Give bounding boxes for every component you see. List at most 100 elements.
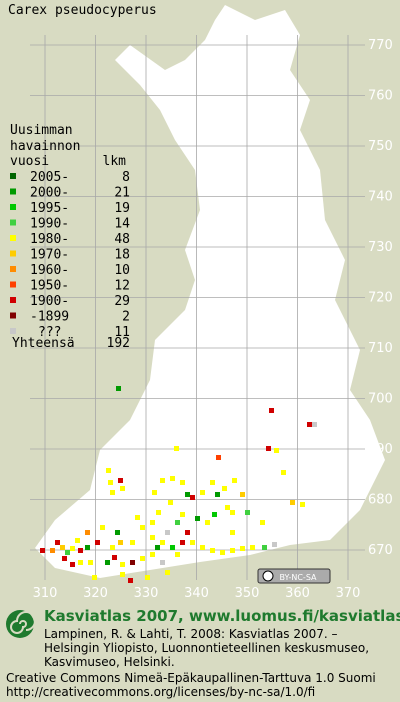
legend-label: 1960- [30, 263, 69, 278]
x-grid-label: 340 [184, 586, 209, 601]
observation-square [174, 446, 179, 451]
observation-square [50, 548, 55, 553]
observation-square [195, 516, 200, 521]
observation-square [175, 552, 180, 557]
observation-square [78, 548, 83, 553]
observation-square [92, 575, 97, 580]
observation-square [180, 540, 185, 545]
observation-square [95, 540, 100, 545]
observation-square [180, 480, 185, 485]
observation-square [55, 540, 60, 545]
observation-square [62, 556, 67, 561]
observation-square [85, 545, 90, 550]
x-grid-label: 360 [285, 586, 310, 601]
y-grid-label: 720 [368, 291, 393, 306]
observation-square [120, 572, 125, 577]
observation-square [40, 548, 45, 553]
observation-square [205, 520, 210, 525]
observation-square [128, 578, 133, 583]
observation-square [274, 448, 279, 453]
observations [40, 386, 317, 583]
observation-square [160, 478, 165, 483]
observation-square [108, 480, 113, 485]
legend-label: 1980- [30, 232, 69, 247]
map-title: Carex pseudocyperus [8, 3, 157, 18]
observation-square [220, 550, 225, 555]
legend-count-heading: lkm [103, 154, 127, 169]
legend-label: 1950- [30, 279, 69, 294]
observation-square [145, 575, 150, 580]
y-grid-label: 700 [368, 392, 393, 407]
observation-square [230, 510, 235, 515]
legend-label: 1995- [30, 201, 69, 216]
observation-square [240, 492, 245, 497]
legend-count: 8 [122, 170, 130, 185]
observation-square [110, 490, 115, 495]
legend-heading: havainnon [10, 139, 80, 154]
observation-square [152, 490, 157, 495]
observation-square [165, 530, 170, 535]
observation-square [170, 545, 175, 550]
y-grid-label: 760 [368, 89, 393, 104]
observation-square [70, 562, 75, 567]
observation-square [216, 455, 221, 460]
observation-square [118, 540, 123, 545]
observation-square [130, 540, 135, 545]
legend-swatch [10, 173, 16, 179]
y-grid-label: 670 [368, 543, 393, 558]
observation-square [185, 530, 190, 535]
observation-square [150, 552, 155, 557]
observation-square [222, 486, 227, 491]
license-badge: BY-NC-SA [257, 568, 331, 584]
observation-square [105, 560, 110, 565]
observation-square [75, 538, 80, 543]
observation-square [185, 492, 190, 497]
observation-square [135, 515, 140, 520]
observation-square [262, 545, 267, 550]
y-grid-label: 690 [368, 442, 393, 457]
legend-count: 48 [114, 232, 130, 247]
observation-square [210, 480, 215, 485]
observation-square [85, 530, 90, 535]
observation-square [120, 486, 125, 491]
observation-square [130, 560, 135, 565]
citation: Kasvimuseo, Helsinki. [44, 655, 175, 669]
observation-square [155, 545, 160, 550]
citation: Helsingin Yliopisto, Luonnontieteellinen… [44, 641, 369, 655]
observation-square [156, 510, 161, 515]
y-grid-label: 750 [368, 139, 393, 154]
footer-title: Kasviatlas 2007, www.luomus.fi/kasviatla… [44, 607, 400, 625]
legend-swatch [10, 219, 16, 226]
observation-square [210, 548, 215, 553]
observation-square [190, 540, 195, 545]
y-grid-label: 730 [368, 240, 393, 255]
legend-label: 1970- [30, 248, 69, 263]
x-grid-label: 320 [83, 586, 108, 601]
y-grid-label: 710 [368, 341, 393, 356]
legend-label: 2005- [30, 170, 69, 185]
legend-total-label: Yhteensä [12, 336, 75, 351]
observation-square [245, 510, 250, 515]
x-grid-label: 350 [235, 586, 260, 601]
observation-square [60, 545, 65, 550]
observation-square [150, 535, 155, 540]
observation-square [190, 495, 195, 500]
legend-swatch [10, 281, 16, 288]
legend-count: 10 [114, 263, 130, 278]
observation-square [78, 560, 83, 565]
observation-square [230, 548, 235, 553]
badge-text: BY-NC-SA [279, 573, 317, 582]
observation-square [106, 468, 111, 473]
observation-square [160, 560, 165, 565]
citation: Lampinen, R. & Lahti, T. 2008: Kasviatla… [44, 627, 338, 641]
legend-heading: vuosi [10, 154, 49, 169]
observation-square [150, 520, 155, 525]
y-grid-label: 680 [368, 493, 393, 508]
legend-label: -1899 [30, 310, 69, 325]
observation-square [112, 555, 117, 560]
legend-heading: Uusimman [10, 123, 73, 138]
legend-total-count: 192 [107, 336, 130, 351]
observation-square [212, 512, 217, 517]
observation-square [260, 520, 265, 525]
